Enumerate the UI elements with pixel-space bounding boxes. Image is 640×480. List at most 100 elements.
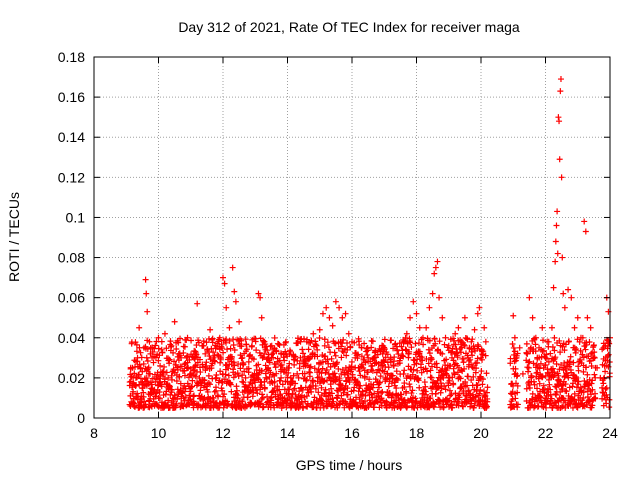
data-point [566,361,573,368]
data-point [321,336,328,343]
data-point [516,344,523,351]
data-point [448,354,455,361]
data-point [510,312,517,319]
data-point [279,402,286,409]
data-point [358,361,365,368]
data-point [557,349,564,356]
data-point [514,389,521,396]
data-point [390,362,397,369]
data-point [445,342,452,349]
data-point [174,366,181,373]
data-point [288,394,295,401]
data-point [371,354,378,361]
data-point [584,371,591,378]
data-point [221,391,228,398]
y-tick-label: 0.16 [58,89,85,105]
data-point [344,346,351,353]
data-point [589,402,596,409]
data-point [385,383,392,390]
data-point [552,238,559,245]
data-point [429,290,436,297]
data-point [140,344,147,351]
data-point [483,389,490,396]
data-point [291,356,298,363]
data-point [390,345,397,352]
data-point [354,378,361,385]
data-point [540,337,547,344]
data-point [381,336,388,343]
data-point [575,378,582,385]
data-point [414,367,421,374]
data-point [344,339,351,346]
data-point [514,382,521,389]
data-point [510,344,517,351]
data-point [606,396,613,403]
data-point [334,359,341,366]
data-point [514,401,521,408]
data-point [455,324,462,331]
data-point [188,384,195,391]
data-point [450,380,457,387]
data-point [385,364,392,371]
data-point [410,366,417,373]
data-point [156,389,163,396]
data-point [551,371,558,378]
data-point [165,374,172,381]
data-point [545,358,552,365]
data-point [277,362,284,369]
data-point [175,339,182,346]
data-point [135,371,142,378]
data-point [457,349,464,356]
data-point [525,359,532,366]
data-point [437,389,444,396]
data-point [139,368,146,375]
data-point [547,391,554,398]
data-point [579,351,586,358]
data-point [561,304,568,311]
data-point [290,386,297,393]
data-point [261,350,268,357]
data-point [407,383,414,390]
data-point [259,354,266,361]
data-point [473,365,480,372]
data-point [261,384,268,391]
data-point [446,397,453,404]
data-point [606,404,613,411]
data-point [452,341,459,348]
data-point [257,400,264,407]
data-point [402,346,409,353]
data-point [305,346,312,353]
data-point [192,363,199,370]
data-point [594,364,601,371]
data-point [258,314,265,321]
data-point [432,390,439,397]
data-point [408,390,415,397]
data-point [528,373,535,380]
data-point [557,88,564,95]
y-tick-label: 0.08 [58,250,85,266]
data-point [316,335,323,342]
data-point [540,347,547,354]
data-point [388,394,395,401]
data-point [547,350,554,357]
data-points [126,76,613,411]
data-point [451,370,458,377]
data-point [239,354,246,361]
data-point [324,356,331,363]
data-point [233,387,240,394]
data-point [451,361,458,368]
data-point [361,340,368,347]
data-point [221,280,228,287]
data-point [184,334,191,341]
data-point [152,342,159,349]
axis-ticks: 8 10 12 14 16 18 20 22 24 0 0.02 0.04 0.06 0.08 0.1 0.1… [58,49,618,441]
data-point [325,360,332,367]
data-point [212,384,219,391]
data-point [417,361,424,368]
data-point [212,375,219,382]
data-point [397,354,404,361]
data-point [530,360,537,367]
data-point [378,389,385,396]
data-point [365,354,372,361]
data-point [416,324,423,331]
